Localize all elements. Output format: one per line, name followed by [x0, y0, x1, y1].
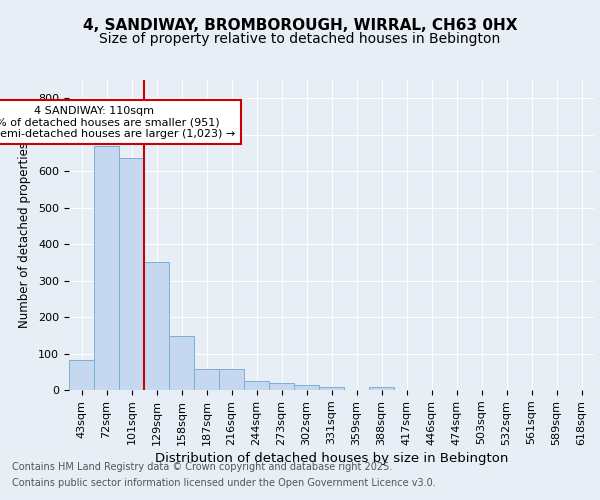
Text: Contains public sector information licensed under the Open Government Licence v3: Contains public sector information licen…	[12, 478, 436, 488]
Bar	[369, 388, 394, 390]
Text: 4, SANDIWAY, BROMBOROUGH, WIRRAL, CH63 0HX: 4, SANDIWAY, BROMBOROUGH, WIRRAL, CH63 0…	[83, 18, 517, 32]
Bar	[194, 369, 219, 390]
Bar	[119, 158, 144, 390]
Y-axis label: Number of detached properties: Number of detached properties	[18, 142, 31, 328]
Bar	[69, 360, 94, 390]
Bar	[169, 336, 194, 390]
Text: 4 SANDIWAY: 110sqm
← 48% of detached houses are smaller (951)
51% of semi-detach: 4 SANDIWAY: 110sqm ← 48% of detached hou…	[0, 106, 236, 138]
Text: Contains HM Land Registry data © Crown copyright and database right 2025.: Contains HM Land Registry data © Crown c…	[12, 462, 392, 472]
X-axis label: Distribution of detached houses by size in Bebington: Distribution of detached houses by size …	[155, 452, 508, 465]
Bar	[94, 146, 119, 390]
Bar	[219, 369, 244, 390]
Bar	[319, 387, 344, 390]
Bar	[144, 262, 169, 390]
Bar	[269, 382, 294, 390]
Bar	[244, 381, 269, 390]
Bar	[294, 386, 319, 390]
Text: Size of property relative to detached houses in Bebington: Size of property relative to detached ho…	[100, 32, 500, 46]
